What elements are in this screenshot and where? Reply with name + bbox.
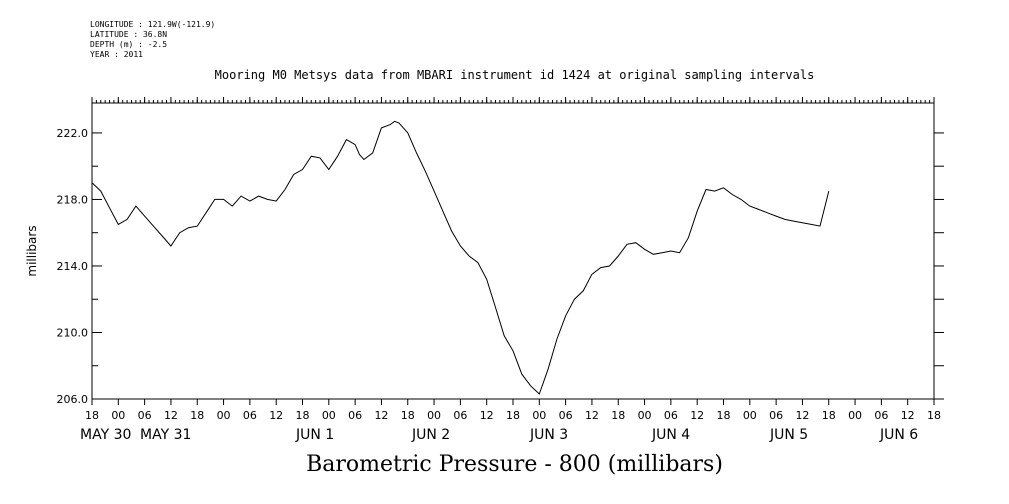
x-tick-label: 06 [453,409,467,422]
x-tick-label: 00 [743,409,757,422]
day-label: MAY 30 [80,427,131,443]
day-label: JUN 6 [879,427,918,443]
x-tick-label: 06 [664,409,678,422]
latitude-text: LATITUDE : 36.8N [90,30,168,39]
x-tick-label: 06 [138,409,152,422]
depth-text: DEPTH (m) : -2.5 [90,40,168,49]
x-tick-label: 00 [111,409,125,422]
x-tick-label: 18 [190,409,204,422]
x-tick-label: 00 [217,409,231,422]
day-label: JUN 1 [295,427,334,443]
x-tick-label: 12 [690,409,704,422]
x-tick-label: 00 [322,409,336,422]
day-label: MAY 31 [140,427,191,443]
y-tick-label: 222.0 [57,127,89,140]
x-tick-label: 00 [427,409,441,422]
x-tick-label: 18 [401,409,415,422]
x-tick-label: 12 [164,409,178,422]
y-tick-label: 214.0 [57,260,89,273]
x-tick-label: 06 [348,409,362,422]
x-tick-label: 12 [585,409,599,422]
x-tick-label: 12 [901,409,915,422]
x-tick-label: 00 [638,409,652,422]
x-tick-label: 18 [927,409,941,422]
minor-ticks [91,100,935,103]
year-text: YEAR : 2011 [90,50,143,59]
x-tick-label: 12 [795,409,809,422]
y-tick-label: 210.0 [57,326,89,339]
longitude-text: LONGITUDE : 121.9W(-121.9) [90,20,216,29]
day-label: JUN 4 [651,427,690,443]
x-tick-label: 00 [848,409,862,422]
series-line [91,120,830,395]
x-tick-label: 18 [611,409,625,422]
day-label: JUN 5 [769,427,808,443]
x-tick-label: 06 [769,409,783,422]
x-tick-label: 18 [822,409,836,422]
x-tick-label: 06 [559,409,573,422]
x-tick-label: 06 [243,409,257,422]
x-tick-label: 06 [874,409,888,422]
day-label: JUN 2 [411,427,450,443]
x-axis-title: Barometric Pressure - 800 (millibars) [306,452,723,477]
chart-title: Mooring M0 Metsys data from MBARI instru… [214,68,815,82]
x-axis: 18 00 06 12 18 00 06 12 18 00 06 12 18 00 06 12 18 00 06 12… [80,97,941,443]
x-tick-label: 18 [717,409,731,422]
x-tick-label: 18 [506,409,520,422]
x-tick-label: 12 [374,409,388,422]
y-axis: 206.0 210.0 214.0 218.0 222.0 [57,127,944,406]
y-tick-label: 206.0 [57,393,89,406]
x-tick-label: 12 [269,409,283,422]
x-tick-label: 18 [85,409,99,422]
x-tick-label: 00 [532,409,546,422]
day-label: JUN 3 [529,427,568,443]
x-tick-label: 18 [296,409,310,422]
plot-frame [91,102,935,400]
y-axis-label: millibars [25,225,39,276]
x-tick-label: 12 [480,409,494,422]
y-tick-label: 218.0 [57,193,89,206]
metadata-block: LONGITUDE : 121.9W(-121.9) LATITUDE : 36… [90,20,215,60]
